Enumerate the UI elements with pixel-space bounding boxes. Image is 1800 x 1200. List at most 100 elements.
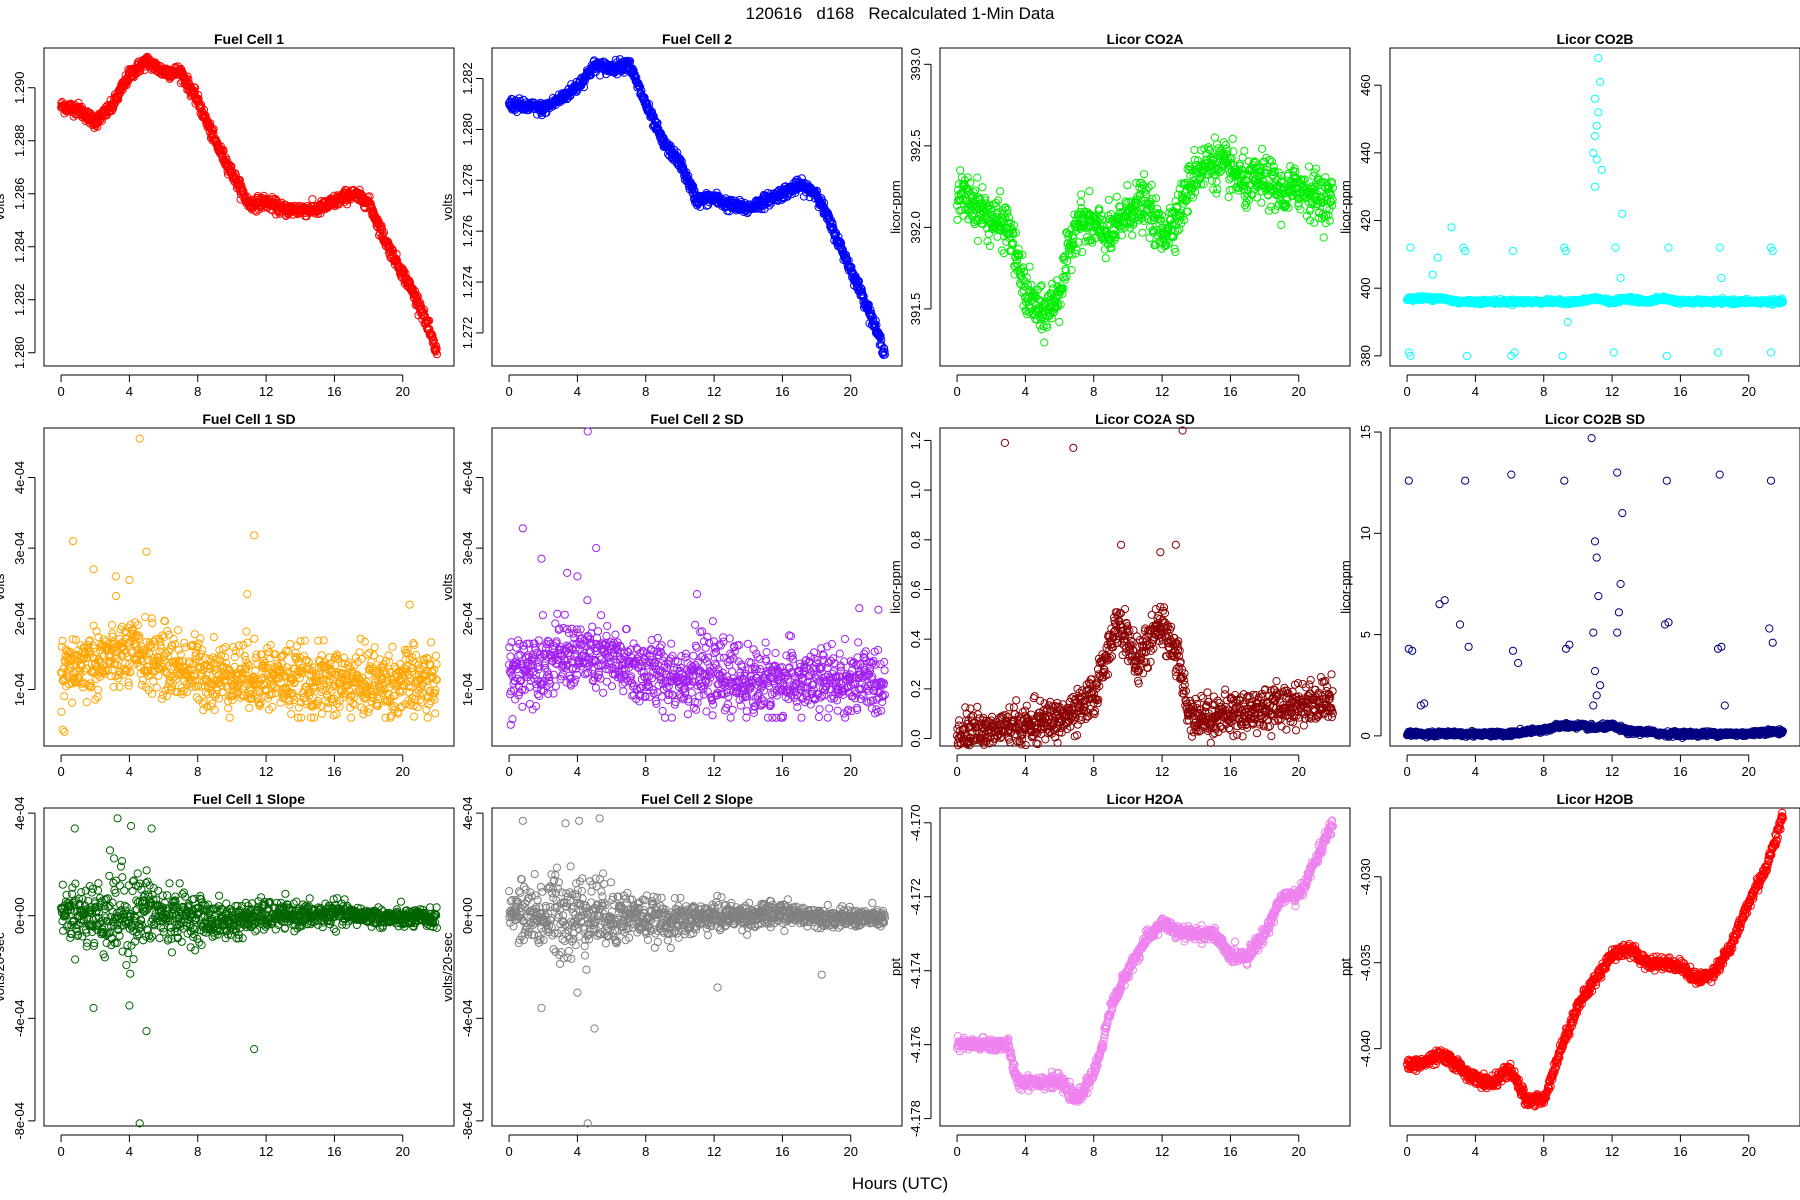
data-point: [184, 79, 194, 88]
data-point: [67, 698, 77, 707]
panel-title: Fuel Cell 2: [662, 31, 732, 47]
data-point: [1304, 162, 1314, 171]
series-points: [953, 133, 1338, 347]
data-point: [1462, 351, 1472, 360]
data-point: [1590, 131, 1600, 141]
data-point: [1609, 348, 1618, 357]
data-point: [1242, 203, 1251, 212]
y-tick-label: 4e-04: [12, 461, 27, 494]
data-point: [191, 83, 200, 93]
panel-ylabel: volts: [0, 193, 7, 220]
data-point: [185, 81, 194, 91]
x-tick-label: 20: [1742, 384, 1756, 399]
plot-frame: [1389, 47, 1800, 367]
y-tick-label: 1.278: [460, 164, 475, 197]
data-point: [89, 621, 98, 630]
data-point: [1258, 144, 1267, 153]
data-point: [180, 638, 189, 647]
data-point: [1240, 146, 1249, 155]
data-point: [197, 102, 206, 112]
data-point: [1592, 121, 1601, 130]
data-point: [1618, 209, 1627, 218]
panel-title: Licor CO2A: [1106, 31, 1183, 47]
data-point: [1112, 192, 1121, 201]
y-tick-label: 1e-04: [12, 673, 27, 706]
data-point: [1224, 192, 1233, 202]
x-tick-label: 20: [1292, 384, 1306, 399]
data-point: [1715, 243, 1724, 252]
data-point: [194, 98, 203, 107]
x-tick-label: 12: [707, 384, 721, 399]
data-point: [173, 626, 183, 635]
data-point: [137, 680, 146, 689]
data-point: [996, 187, 1005, 196]
data-point: [1190, 145, 1199, 155]
data-point: [139, 675, 148, 685]
y-tick-label: 1.282: [12, 283, 27, 316]
x-tick-label: 12: [1605, 384, 1619, 399]
panel-ylabel: volts: [0, 573, 7, 600]
data-point: [1085, 187, 1094, 196]
data-point: [111, 98, 120, 107]
panel-title: Fuel Cell 1: [214, 31, 284, 47]
data-point: [1611, 243, 1620, 252]
x-tick-label: 4: [1022, 384, 1029, 399]
y-tick-label: 3e-04: [12, 532, 27, 565]
data-point: [1508, 246, 1518, 256]
x-tick-label: 0: [57, 764, 64, 779]
data-point: [956, 166, 965, 175]
data-point: [1138, 228, 1147, 237]
data-point: [1596, 77, 1605, 86]
data-point: [1104, 195, 1114, 204]
x-tick-label: 16: [327, 764, 341, 779]
x-tick-label: 8: [1090, 384, 1097, 399]
data-point: [1077, 190, 1086, 199]
x-tick-label: 16: [775, 384, 789, 399]
x-tick-label: 0: [57, 384, 64, 399]
data-point: [1213, 185, 1222, 194]
panel-ylabel: licor-ppm: [1338, 180, 1353, 233]
panel-ylabel: licor-ppm: [888, 180, 903, 233]
data-point: [1433, 253, 1442, 262]
data-point: [174, 645, 183, 655]
data-point: [973, 173, 982, 182]
y-tick-label: 1.282: [460, 62, 475, 95]
data-point: [1040, 338, 1049, 347]
data-point: [978, 183, 987, 192]
data-point: [93, 685, 103, 694]
y-tick-label: 380: [1358, 345, 1373, 367]
y-tick-label: 2e-04: [12, 602, 27, 635]
data-point: [1145, 233, 1154, 243]
data-point: [107, 620, 117, 630]
data-point: [1128, 231, 1137, 240]
y-tick-label: 1.290: [12, 71, 27, 104]
y-tick-label: 420: [1358, 210, 1373, 232]
data-point: [60, 692, 69, 701]
data-point: [1592, 155, 1601, 164]
data-point: [1594, 108, 1603, 117]
data-point: [57, 707, 66, 716]
data-point: [993, 232, 1002, 241]
data-point: [82, 698, 91, 707]
y-tick-label: 1.284: [12, 230, 27, 263]
data-point: [1590, 182, 1600, 191]
y-tick-label: 440: [1358, 142, 1373, 164]
x-tick-label: 4: [1472, 384, 1479, 399]
data-point: [1055, 317, 1064, 327]
data-point: [148, 619, 157, 628]
x-tick-label: 0: [953, 384, 960, 399]
data-point: [1713, 348, 1723, 357]
x-tick-label: 4: [574, 384, 581, 399]
data-point: [308, 195, 317, 204]
x-tick-label: 20: [396, 764, 410, 779]
y-tick-label: 1.288: [12, 124, 27, 157]
data-point: [196, 634, 205, 643]
data-point: [1616, 273, 1625, 283]
panel-title: Licor CO2B: [1556, 31, 1633, 47]
data-point: [194, 94, 203, 104]
figure-title: 120616 d168 Recalculated 1-Min Data: [745, 4, 1055, 23]
